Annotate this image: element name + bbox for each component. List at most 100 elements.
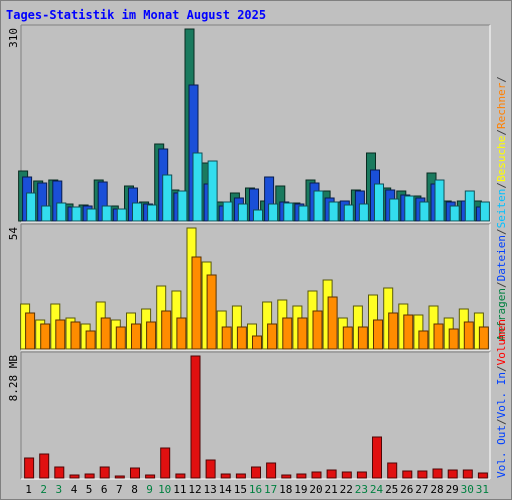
bar-volumen-day-3	[54, 466, 65, 479]
x-axis-day-labels: 1 2 3 4 5 6 7 8 9 10 11 12 13 14 15 16 17 18 19 20 21 22 23 24 2…	[25, 483, 489, 496]
bar-rechner-day-7	[115, 326, 126, 350]
bar-rechner-day-19	[297, 317, 308, 350]
bar-seiten-day-5	[86, 208, 97, 222]
bar-volumen-day-29	[447, 469, 458, 479]
x-tick-day-13: 13	[203, 483, 216, 496]
bar-rechner-day-20	[312, 310, 323, 350]
bar-volumen-day-24	[372, 436, 382, 479]
x-tick-day-14: 14	[219, 483, 233, 496]
bar-rechner-day-9	[146, 321, 157, 350]
x-tick-day-27: 27	[415, 483, 428, 496]
bar-volumen-day-1	[24, 457, 35, 479]
bar-rechner-day-24	[373, 319, 383, 350]
chart-panel-3: 8.28 MB	[7, 351, 491, 480]
x-tick-day-26: 26	[400, 483, 413, 496]
y-axis-max-label: 8.28 MB	[7, 355, 20, 402]
x-tick-day-9: 9	[146, 483, 153, 496]
legend-entry-5: /	[495, 182, 508, 189]
bar-volumen-day-31	[477, 472, 488, 479]
x-tick-day-20: 20	[309, 483, 322, 496]
bar-seiten-day-9	[147, 204, 158, 222]
bar-seiten-day-21	[328, 201, 339, 222]
legend-requests-files-pages-visits-hosts: Anfragen/Dateien/Seiten/Besuche/Rechner/	[495, 76, 508, 341]
bar-seiten-day-10	[162, 174, 173, 222]
bar-volumen-day-7	[114, 475, 125, 479]
bar-seiten-day-22	[343, 204, 354, 222]
bar-seiten-day-15	[237, 203, 248, 222]
bar-rechner-day-23	[357, 326, 368, 350]
bar-seiten-day-25	[389, 198, 400, 222]
bar-seiten-day-26	[404, 195, 415, 222]
bar-rechner-day-17	[267, 323, 278, 350]
legend-entry-1: /	[495, 418, 508, 425]
bar-volumen-day-16	[251, 466, 261, 479]
bar-rechner-day-27	[418, 330, 429, 350]
bar-volumen-day-13	[205, 459, 216, 479]
chart-title: Tages-Statistik im Monat August 2025	[6, 8, 266, 22]
bar-volumen-day-14	[220, 473, 231, 479]
bar-seiten-day-3	[56, 202, 67, 222]
legend-entry-0: Anfragen	[495, 288, 508, 341]
x-tick-day-17: 17	[264, 483, 277, 496]
y-axis-max-label: 54	[7, 227, 20, 241]
x-tick-day-23: 23	[355, 483, 368, 496]
bar-seiten-day-2	[41, 205, 52, 222]
bar-rechner-day-15	[236, 326, 247, 350]
x-tick-day-4: 4	[71, 483, 78, 496]
legend-entry-1: /	[495, 281, 508, 288]
bar-rechner-day-16	[252, 335, 262, 350]
x-tick-day-2: 2	[40, 483, 47, 496]
bar-seiten-day-12	[192, 152, 203, 222]
chart-panel-1: 310	[7, 24, 491, 223]
x-tick-day-16: 16	[249, 483, 262, 496]
legend-text: Anfragen/Dateien/Seiten/Besuche/Rechner/	[495, 76, 508, 341]
x-tick-day-30: 30	[461, 483, 474, 496]
bar-seiten-day-14	[222, 201, 233, 222]
bar-seiten-day-4	[71, 206, 82, 222]
panel-background	[21, 352, 490, 479]
y-axis-max-label: 310	[7, 28, 20, 48]
bar-seiten-day-27	[419, 201, 430, 222]
bar-volumen-day-8	[130, 467, 140, 479]
bar-rechner-day-5	[85, 330, 96, 350]
legend-entry-3: /	[495, 365, 508, 372]
legend-entry-4: Seiten	[495, 189, 508, 229]
bar-seiten-day-6	[101, 205, 112, 222]
x-tick-day-18: 18	[279, 483, 292, 496]
bar-rechner-day-6	[100, 317, 111, 350]
x-tick-day-28: 28	[430, 483, 443, 496]
bar-volumen-day-28	[432, 468, 443, 479]
bar-seiten-day-16	[253, 209, 263, 222]
bar-rechner-day-13	[206, 274, 217, 350]
bar-rechner-day-2	[40, 323, 51, 350]
bar-volumen-day-18	[281, 474, 292, 479]
x-tick-day-6: 6	[101, 483, 108, 496]
legend-entry-2: Dateien	[495, 235, 508, 281]
bar-volumen-day-4	[69, 474, 80, 479]
x-tick-day-31: 31	[476, 483, 489, 496]
chart-panel-2: 54	[7, 223, 491, 351]
legend-entry-2: Vol. In	[495, 372, 508, 418]
bar-volumen-day-23	[356, 471, 367, 479]
bar-volumen-day-2	[39, 453, 50, 479]
bar-rechner-day-26	[403, 314, 414, 350]
bar-seiten-day-24	[374, 183, 384, 222]
bar-volumen-day-12	[190, 355, 201, 479]
x-tick-day-29: 29	[446, 483, 459, 496]
bar-rechner-day-21	[327, 296, 338, 350]
bar-volumen-day-10	[160, 447, 171, 479]
legend-volume: Vol. Out/Vol. In/Volumen	[495, 319, 508, 478]
bar-volumen-day-21	[326, 469, 337, 479]
bar-seiten-day-17	[268, 203, 279, 222]
bar-rechner-day-29	[448, 328, 459, 350]
x-tick-day-1: 1	[25, 483, 32, 496]
bar-volumen-day-20	[311, 471, 322, 479]
bar-rechner-day-12	[191, 256, 202, 350]
bar-rechner-day-10	[161, 310, 172, 350]
bar-volumen-day-17	[266, 462, 277, 479]
bar-seiten-day-30	[464, 190, 475, 222]
bar-volumen-day-25	[387, 462, 398, 479]
bar-rechner-day-11	[176, 317, 187, 350]
x-tick-day-19: 19	[294, 483, 307, 496]
x-tick-day-12: 12	[188, 483, 201, 496]
